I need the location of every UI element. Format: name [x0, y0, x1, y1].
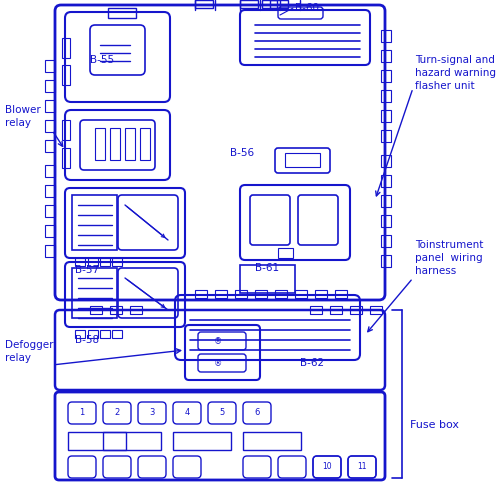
- Bar: [278, 248, 293, 258]
- Text: Toinstrument
panel  wiring
harness: Toinstrument panel wiring harness: [415, 240, 484, 276]
- Bar: [103, 432, 161, 450]
- Bar: [110, 306, 122, 314]
- Bar: [62, 148, 70, 168]
- Text: 5: 5: [219, 408, 225, 417]
- Bar: [112, 258, 122, 266]
- Text: B-55: B-55: [90, 55, 114, 65]
- Bar: [45, 60, 55, 72]
- Bar: [45, 140, 55, 152]
- Bar: [315, 290, 327, 298]
- Bar: [100, 330, 110, 338]
- Bar: [195, 0, 213, 8]
- Bar: [62, 65, 70, 85]
- Bar: [240, 0, 258, 8]
- Bar: [195, 290, 207, 298]
- Bar: [110, 128, 120, 160]
- Bar: [72, 195, 117, 250]
- Bar: [75, 258, 85, 266]
- Text: B-61: B-61: [255, 263, 279, 273]
- Text: B-57: B-57: [75, 265, 99, 275]
- Bar: [100, 258, 110, 266]
- Bar: [45, 185, 55, 197]
- Text: B-62: B-62: [300, 358, 324, 368]
- Bar: [215, 290, 227, 298]
- Bar: [335, 290, 347, 298]
- Bar: [275, 290, 287, 298]
- Bar: [68, 432, 126, 450]
- Bar: [95, 128, 105, 160]
- Bar: [381, 30, 391, 42]
- Bar: [45, 245, 55, 257]
- Bar: [62, 120, 70, 140]
- Bar: [350, 306, 362, 314]
- Text: B-56: B-56: [230, 148, 254, 158]
- Text: 6: 6: [254, 408, 260, 417]
- Bar: [381, 155, 391, 167]
- Bar: [45, 225, 55, 237]
- Bar: [381, 235, 391, 247]
- Bar: [112, 330, 122, 338]
- Text: 2: 2: [115, 408, 120, 417]
- Bar: [381, 110, 391, 122]
- Bar: [140, 128, 150, 160]
- Text: ®: ®: [214, 359, 222, 368]
- Bar: [381, 215, 391, 227]
- Bar: [62, 38, 70, 58]
- Bar: [75, 330, 85, 338]
- Bar: [45, 120, 55, 132]
- Text: 4: 4: [185, 408, 189, 417]
- Bar: [88, 258, 98, 266]
- Bar: [310, 306, 322, 314]
- Bar: [381, 195, 391, 207]
- Bar: [255, 290, 267, 298]
- Bar: [330, 306, 342, 314]
- Text: 1: 1: [79, 408, 85, 417]
- Bar: [72, 268, 117, 318]
- Bar: [243, 432, 301, 450]
- Bar: [240, 265, 295, 293]
- Bar: [295, 290, 307, 298]
- Bar: [381, 130, 391, 142]
- Text: Blower
relay: Blower relay: [5, 105, 41, 128]
- Bar: [173, 432, 231, 450]
- Bar: [285, 153, 320, 167]
- Text: 10: 10: [322, 462, 332, 471]
- Bar: [381, 90, 391, 102]
- Bar: [235, 290, 247, 298]
- Bar: [45, 80, 55, 92]
- Bar: [45, 100, 55, 112]
- Text: Fuse box: Fuse box: [410, 420, 459, 430]
- Bar: [370, 306, 382, 314]
- Bar: [262, 0, 277, 8]
- Bar: [381, 50, 391, 62]
- Text: B-60: B-60: [295, 3, 319, 13]
- Text: B-58: B-58: [75, 335, 99, 345]
- Bar: [381, 255, 391, 267]
- Bar: [88, 330, 98, 338]
- Bar: [45, 165, 55, 177]
- Text: Turn-signal and
hazard warning
flasher unit: Turn-signal and hazard warning flasher u…: [415, 55, 496, 90]
- Bar: [108, 8, 136, 18]
- Text: Defogger
relay: Defogger relay: [5, 340, 54, 363]
- Text: ®: ®: [214, 337, 222, 346]
- Bar: [125, 128, 135, 160]
- Text: 3: 3: [149, 408, 155, 417]
- Text: 11: 11: [357, 462, 367, 471]
- Bar: [90, 306, 102, 314]
- Bar: [381, 175, 391, 187]
- Bar: [381, 70, 391, 82]
- Bar: [45, 205, 55, 217]
- Bar: [130, 306, 142, 314]
- Bar: [270, 0, 288, 8]
